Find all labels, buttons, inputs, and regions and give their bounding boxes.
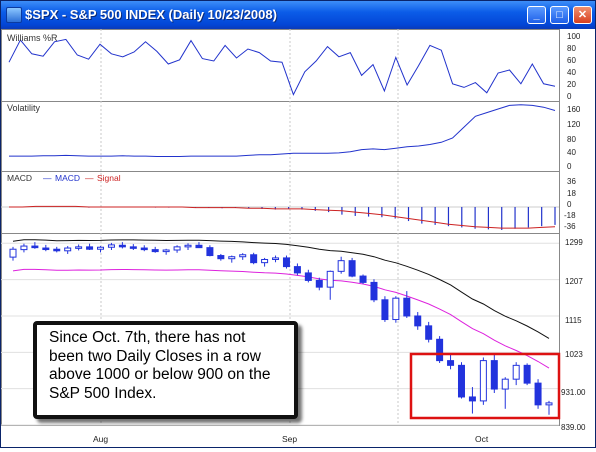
macd-tick: 18 <box>567 189 576 198</box>
candle-up <box>326 270 334 288</box>
candle-up <box>64 247 72 252</box>
macd-tick: 36 <box>567 177 576 186</box>
macd-legend-signal-line: — <box>85 173 94 183</box>
window-title: $SPX - S&P 500 INDEX (Daily 10/23/2008) <box>25 7 277 22</box>
candle-down <box>42 247 50 251</box>
candle-down <box>217 255 225 260</box>
candle-down <box>250 254 258 264</box>
candle-down <box>523 364 531 384</box>
maximize-button[interactable]: □ <box>550 6 569 24</box>
williams-tick: 20 <box>567 80 576 89</box>
candle-up <box>228 256 236 260</box>
volatility-tick: 120 <box>567 120 581 129</box>
candle-up <box>261 258 269 264</box>
candle-down <box>304 272 312 281</box>
price-tick: 839.00 <box>561 423 586 432</box>
title-bar[interactable]: $SPX - S&P 500 INDEX (Daily 10/23/2008) … <box>1 1 595 29</box>
moving-average-slow <box>12 239 550 339</box>
candle-down <box>468 396 476 402</box>
price-tick: 1023 <box>565 350 583 359</box>
panel-frame <box>1 101 560 172</box>
candle-down <box>414 315 422 327</box>
candle-down <box>31 245 39 249</box>
candle-up <box>239 254 247 258</box>
annotation-callout: Since Oct. 7th, there has not been two D… <box>33 321 298 419</box>
panel-frame <box>1 29 560 102</box>
x-label-sep: Sep <box>282 434 297 444</box>
candle-down <box>140 247 148 251</box>
candle-down <box>436 338 444 362</box>
candle-down <box>206 247 214 257</box>
macd-legend-macd: MACD <box>7 173 32 183</box>
macd-legend-signal: Signal <box>97 173 121 183</box>
candle-down <box>359 275 367 283</box>
candle-down <box>53 248 61 252</box>
price-tick: 1207 <box>565 277 583 286</box>
candle-up <box>173 246 181 251</box>
candle-down <box>293 266 301 274</box>
macd-legend-series: MACD <box>55 173 80 183</box>
candle-down <box>348 260 356 277</box>
macd-tick: 0 <box>567 200 572 209</box>
price-tick: 1115 <box>565 316 582 325</box>
candle-up <box>337 260 345 272</box>
williams-tick: 0 <box>567 92 572 101</box>
williams-label: Williams %R <box>7 33 58 43</box>
candle-up <box>75 246 83 249</box>
candle-down <box>490 360 498 390</box>
candle-down <box>381 299 389 321</box>
candle-up <box>162 249 170 253</box>
price-tick: 1299 <box>565 238 583 247</box>
candle-up <box>9 248 17 258</box>
candle-up <box>512 364 520 380</box>
candle-up <box>184 244 192 248</box>
candle-down <box>403 297 411 317</box>
candle-down <box>457 364 465 398</box>
minimize-button[interactable]: _ <box>527 6 546 24</box>
panel-frame <box>1 171 560 234</box>
candle-up <box>20 245 28 251</box>
candle-down <box>151 249 159 253</box>
candle-down <box>282 257 290 268</box>
williams-line <box>8 38 556 96</box>
macd-signal-line <box>9 205 556 229</box>
williams-tick: 80 <box>567 44 576 53</box>
candle-up <box>97 246 105 250</box>
x-label-oct: Oct <box>475 434 489 444</box>
candle-up <box>272 257 280 260</box>
macd-tick: -36 <box>564 222 576 231</box>
macd-legend-macd-line: — <box>43 173 52 183</box>
candle-up <box>479 360 487 402</box>
moving-average-fast <box>12 268 550 369</box>
volatility-tick: 40 <box>567 148 576 157</box>
volatility-tick: 0 <box>567 162 572 171</box>
volatility-tick: 160 <box>567 105 581 114</box>
candle-up <box>107 244 115 248</box>
candle-down <box>425 325 433 340</box>
candle-down <box>86 246 94 250</box>
williams-tick: 60 <box>567 56 576 65</box>
candle-down <box>370 281 378 301</box>
x-label-aug: Aug <box>93 434 108 444</box>
volatility-tick: 80 <box>567 135 576 144</box>
williams-tick: 100 <box>567 32 581 41</box>
candle-up <box>501 378 509 390</box>
volatility-line <box>9 104 556 157</box>
candle-down <box>129 246 137 249</box>
candle-down <box>315 279 323 288</box>
close-button[interactable]: ✕ <box>573 6 592 24</box>
candle-up <box>545 402 553 406</box>
candle-down <box>534 382 542 406</box>
chart-app-icon <box>6 7 22 23</box>
williams-tick: 40 <box>567 68 576 77</box>
candle-down <box>195 244 203 249</box>
candle-down <box>118 244 126 248</box>
candle-down <box>447 360 455 366</box>
volatility-label: Volatility <box>7 103 41 113</box>
candle-up <box>392 297 400 321</box>
price-tick: 931.00 <box>561 388 586 397</box>
highlight-box <box>409 352 561 420</box>
macd-tick: -18 <box>564 211 576 220</box>
